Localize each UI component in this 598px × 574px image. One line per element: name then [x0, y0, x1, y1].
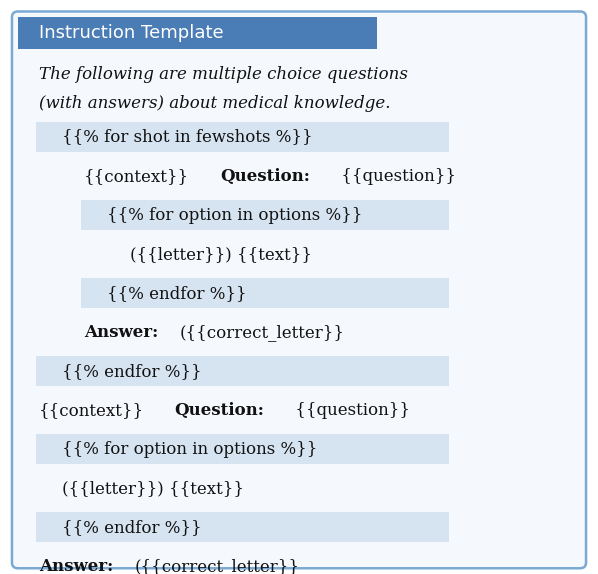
Text: (with answers) about medical knowledge.: (with answers) about medical knowledge.: [39, 95, 390, 113]
FancyBboxPatch shape: [36, 435, 448, 464]
Text: The following are multiple choice questions: The following are multiple choice questi…: [39, 66, 408, 83]
FancyBboxPatch shape: [12, 11, 586, 568]
Text: {{question}}: {{question}}: [336, 168, 456, 185]
Text: ({{letter}}) {{text}}: ({{letter}}) {{text}}: [130, 246, 312, 263]
Text: ({{letter}}) {{text}}: ({{letter}}) {{text}}: [62, 480, 243, 497]
Text: {{question}}: {{question}}: [291, 402, 410, 419]
Text: {{% for option in options %}}: {{% for option in options %}}: [107, 207, 362, 224]
Text: Answer:: Answer:: [39, 558, 113, 574]
Text: {{% for shot in fewshots %}}: {{% for shot in fewshots %}}: [62, 129, 312, 146]
Text: Question:: Question:: [220, 168, 310, 185]
FancyBboxPatch shape: [81, 278, 448, 308]
FancyBboxPatch shape: [36, 122, 448, 152]
Text: ({{correct_letter}}: ({{correct_letter}}: [135, 558, 300, 574]
Text: {{% endfor %}}: {{% endfor %}}: [62, 519, 201, 536]
Text: {{context}}: {{context}}: [84, 168, 190, 185]
FancyBboxPatch shape: [36, 513, 448, 542]
Text: Instruction Template: Instruction Template: [39, 24, 224, 42]
FancyBboxPatch shape: [36, 356, 448, 386]
FancyBboxPatch shape: [18, 17, 377, 49]
Text: Answer:: Answer:: [84, 324, 158, 341]
Text: {{% endfor %}}: {{% endfor %}}: [62, 363, 201, 380]
Text: {{% for option in options %}}: {{% for option in options %}}: [62, 441, 317, 458]
Text: {{% endfor %}}: {{% endfor %}}: [107, 285, 246, 302]
FancyBboxPatch shape: [81, 200, 448, 230]
Text: ({{correct_letter}}: ({{correct_letter}}: [180, 324, 345, 341]
Text: {{context}}: {{context}}: [39, 402, 144, 419]
Text: Question:: Question:: [175, 402, 264, 419]
